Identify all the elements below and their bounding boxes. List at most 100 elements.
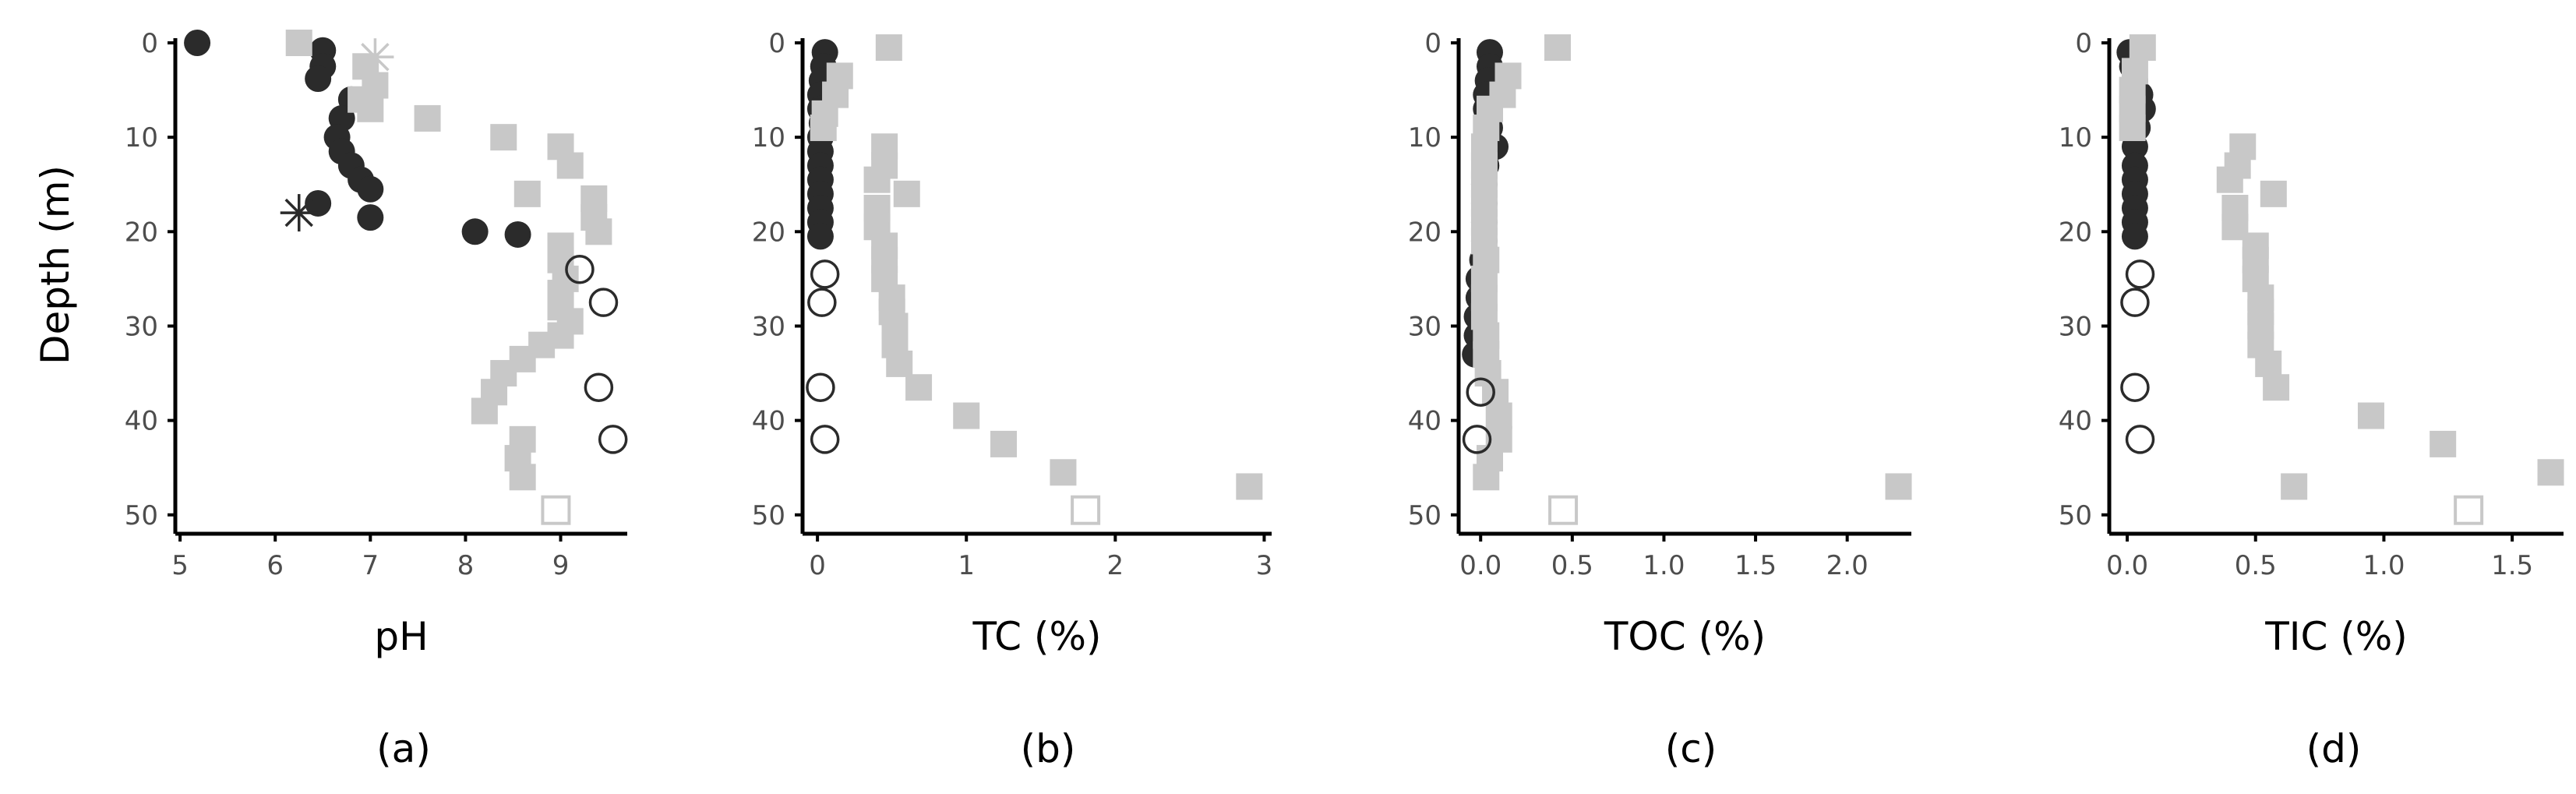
- panel-label: (a): [376, 726, 431, 771]
- x-tick-label: 9: [552, 550, 570, 581]
- data-point: [1548, 495, 1579, 525]
- y-tick-label: 40: [752, 406, 785, 437]
- y-tick-label: 40: [2059, 406, 2092, 437]
- data-point: [509, 464, 536, 491]
- y-tick-label: 30: [125, 311, 158, 342]
- data-point: [2537, 459, 2564, 486]
- data-point: [1236, 473, 1263, 500]
- x-tick-label: 0.0: [1459, 550, 1501, 581]
- data-point: [1485, 402, 1512, 429]
- y-tick-label: 30: [2059, 311, 2092, 342]
- data-point: [513, 180, 541, 207]
- data-point: [953, 402, 980, 429]
- y-tick-label: 0: [2075, 28, 2092, 59]
- x-tick-label: 1.5: [1734, 550, 1777, 581]
- y-tick-label: 0: [1424, 28, 1442, 59]
- data-point: [1462, 425, 1492, 454]
- data-point: [2125, 425, 2155, 454]
- data-point: [1071, 495, 1101, 525]
- y-tick-label: 0: [768, 28, 785, 59]
- data-point: [1473, 464, 1500, 491]
- x-tick-label: 7: [362, 550, 379, 581]
- x-tick-label: 1.0: [1643, 550, 1685, 581]
- y-tick-label: 10: [1408, 122, 1442, 154]
- data-point: [2120, 372, 2150, 402]
- series-filled-square-light: [2119, 34, 2564, 500]
- data-point: [357, 175, 384, 203]
- data-point: [584, 372, 614, 402]
- data-point: [2263, 374, 2290, 401]
- data-point: [588, 288, 619, 317]
- data-point: [1466, 377, 1495, 408]
- data-point: [1885, 473, 1912, 500]
- y-tick-label: 20: [1408, 217, 1442, 248]
- data-point: [357, 95, 384, 122]
- y-axis-title: Depth (m): [33, 165, 78, 365]
- data-point: [2129, 34, 2156, 62]
- y-tick-label: 0: [141, 28, 158, 59]
- x-axis-title: TC (%): [972, 614, 1102, 659]
- y-tick-label: 30: [752, 311, 785, 342]
- data-point: [886, 350, 913, 377]
- data-point: [2119, 115, 2146, 142]
- y-tick-label: 50: [752, 500, 785, 531]
- x-tick-label: 8: [457, 550, 475, 581]
- y-tick-label: 50: [2059, 500, 2092, 531]
- series-filled-square-light: [285, 30, 612, 491]
- data-point: [1482, 379, 1509, 406]
- data-point: [806, 223, 834, 250]
- data-point: [556, 152, 584, 179]
- data-point: [875, 34, 902, 62]
- x-tick-label: 1.0: [2363, 550, 2405, 581]
- data-point: [2454, 495, 2484, 525]
- x-tick-label: 3: [1256, 550, 1273, 581]
- series-filled-square-light: [1470, 34, 1912, 500]
- data-point: [2216, 166, 2243, 193]
- series-open-circle-dark: [806, 259, 840, 454]
- data-point: [2357, 402, 2384, 429]
- panel-b: 0 10 20 30 40 50 0 1 2 3 TC (%) (b): [752, 28, 1273, 771]
- y-tick-label: 50: [1408, 500, 1442, 531]
- series-open-square-light: [1548, 495, 1579, 525]
- data-point: [2255, 350, 2282, 377]
- data-point: [810, 115, 837, 142]
- data-point: [285, 30, 312, 56]
- data-point: [806, 372, 835, 402]
- data-point: [2125, 259, 2155, 289]
- panel-label: (b): [1021, 726, 1076, 771]
- x-tick-label: 1.5: [2491, 550, 2533, 581]
- data-point: [504, 221, 531, 248]
- data-point: [184, 30, 211, 56]
- panel-a: 0 10 20 30 40 50 5 6 7 8 9 pH Depth (m) (a): [33, 28, 628, 771]
- x-tick-label: 5: [171, 550, 189, 581]
- data-point: [2260, 180, 2287, 207]
- data-point: [490, 124, 517, 151]
- data-point: [2121, 223, 2148, 250]
- x-tick-label: 2.0: [1826, 550, 1868, 581]
- data-point: [414, 104, 441, 132]
- x-axis-title: pH: [374, 614, 428, 659]
- y-tick-label: 10: [125, 122, 158, 154]
- y-tick-label: 10: [2059, 122, 2092, 154]
- x-tick-label: 0.0: [2106, 550, 2148, 581]
- data-point: [810, 425, 840, 454]
- data-point: [565, 255, 595, 284]
- data-point: [280, 194, 318, 232]
- x-tick-label: 0: [809, 550, 826, 581]
- x-tick-label: 0.5: [2235, 550, 2277, 581]
- y-tick-label: 40: [1408, 406, 1442, 437]
- y-tick-label: 20: [125, 217, 158, 248]
- data-point: [893, 180, 920, 207]
- data-point: [1544, 34, 1572, 62]
- series-open-circle-dark: [565, 255, 628, 454]
- series-open-circle-dark: [1462, 377, 1495, 454]
- data-point: [2281, 473, 2308, 500]
- y-tick-label: 20: [2059, 217, 2092, 248]
- series-filled-circle-dark: [184, 30, 531, 248]
- series-open-square-light: [1071, 495, 1101, 525]
- x-tick-label: 2: [1107, 550, 1124, 581]
- series-open-square-light: [541, 495, 571, 525]
- data-point: [585, 218, 612, 245]
- panel-d: 0 10 20 30 40 50 0.0 0.5 1.0 1.5 TIC (%) (d): [2059, 28, 2564, 771]
